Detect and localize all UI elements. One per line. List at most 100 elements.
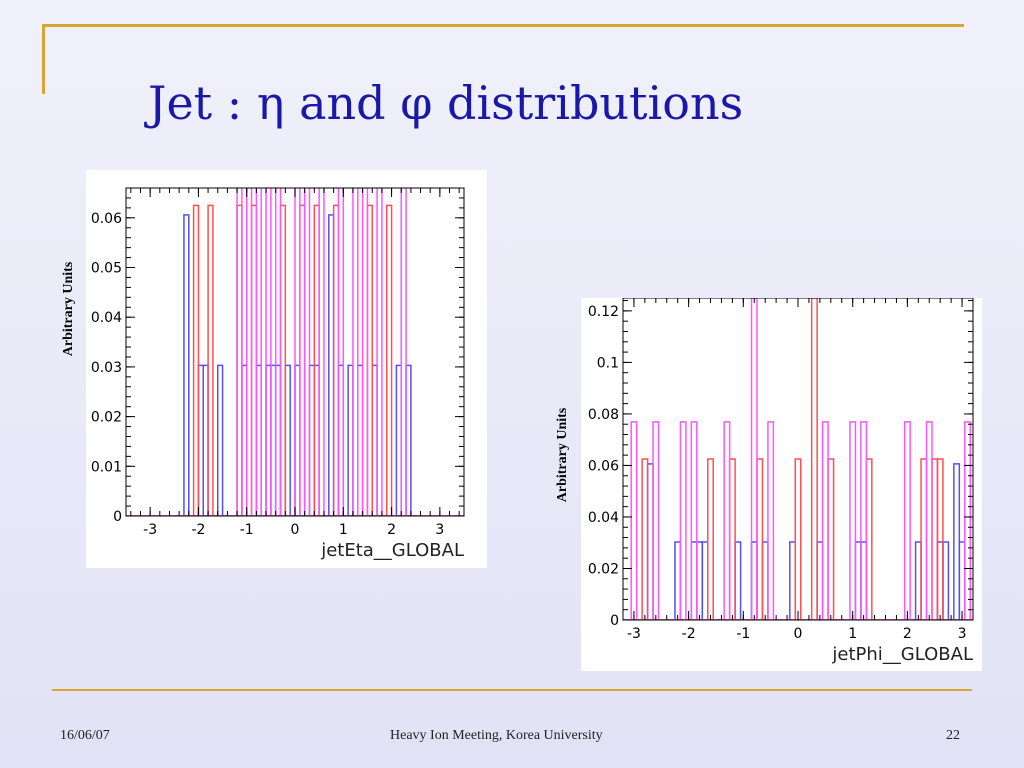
slide-title: Jet : η and φ distributions — [148, 76, 744, 130]
histogram-bin — [352, 188, 359, 516]
eta-histogram-panel: 0 0.01 0.02 0.03 0.04 0.05 0.06 -3 -2 -1 0 1 2 3 jetEt… — [86, 170, 487, 568]
histogram-bin — [827, 458, 835, 620]
histogram-bin — [750, 298, 758, 620]
histogram-bin — [958, 541, 966, 620]
histogram-bin — [707, 458, 714, 620]
histogram-bin — [903, 421, 911, 620]
histogram-bin — [376, 188, 383, 516]
x-tick-label: -3 — [143, 522, 157, 538]
histogram-bin — [630, 421, 638, 620]
histogram-bin — [860, 421, 868, 620]
page-number: 22 — [946, 728, 960, 743]
histogram-bin — [652, 421, 660, 620]
histogram-bin — [789, 541, 797, 620]
histogram-bin — [236, 188, 243, 516]
histogram-bin — [400, 188, 407, 516]
histogram-bin — [303, 188, 311, 516]
x-tick-label: 3 — [435, 522, 444, 538]
x-axis-label: jetEta__GLOBAL — [320, 540, 464, 561]
x-tick-label: -1 — [736, 626, 750, 642]
y-tick-label: 0.1 — [597, 355, 619, 371]
histogram-bin — [920, 458, 928, 620]
accent-top-line — [42, 24, 964, 27]
histogram-bin — [925, 421, 933, 620]
accent-bottom-line — [52, 689, 972, 691]
footer-date: 16/06/07 — [60, 728, 110, 743]
histogram-bin — [931, 458, 939, 620]
histogram-bin — [294, 188, 301, 516]
histogram-bin — [183, 214, 190, 516]
histogram-bin — [936, 541, 944, 620]
histogram-bin — [821, 421, 829, 620]
histogram-bin — [690, 541, 698, 620]
histogram-bin — [674, 541, 682, 620]
histogram-bin — [361, 188, 369, 516]
y-tick-label: 0.05 — [91, 261, 122, 277]
x-tick-label: -3 — [627, 626, 641, 642]
histogram-bin — [723, 421, 731, 620]
histogram-bin — [810, 298, 818, 620]
x-tick-label: -2 — [682, 626, 696, 642]
histogram-bin — [192, 204, 200, 516]
y-tick-label: 0 — [610, 613, 619, 629]
histogram-bin — [964, 421, 972, 620]
y-tick-label: 0.06 — [91, 211, 122, 227]
x-tick-label: 0 — [794, 626, 803, 642]
histogram-bin — [953, 463, 961, 620]
phi-histogram-panel: 0 0.02 0.04 0.06 0.08 0.1 0.12 -3 -2 -1 0 1 2 3 jetPhi… — [581, 298, 982, 671]
y-tick-label: 0.03 — [91, 360, 122, 376]
y-tick-label: 0.01 — [91, 459, 122, 475]
x-tick-label: 0 — [291, 522, 300, 538]
y-tick-label: 0.04 — [91, 310, 122, 326]
series-2 — [623, 298, 973, 620]
histogram-bin — [274, 188, 282, 516]
histogram-bin — [679, 421, 687, 620]
eta-histogram: 0 0.01 0.02 0.03 0.04 0.05 0.06 -3 -2 -1 0 1 2 3 jetEt… — [91, 187, 465, 561]
y-tick-label: 0 — [113, 509, 122, 525]
histogram-bin — [756, 458, 764, 620]
eta-y-axis-label: Arbitrary Units — [61, 261, 76, 357]
phi-histogram: 0 0.02 0.04 0.06 0.08 0.1 0.12 -3 -2 -1 0 1 2 3 jetPhi… — [588, 298, 974, 665]
histogram-bin — [942, 541, 950, 620]
histogram-bin — [216, 364, 224, 516]
histogram-bin — [761, 541, 769, 620]
histogram-bin — [641, 458, 649, 620]
x-axis-label: jetPhi__GLOBAL — [831, 644, 973, 665]
histogram-bin — [207, 204, 214, 516]
y-tick-label: 0.02 — [588, 561, 619, 577]
histogram-bin — [728, 458, 736, 620]
histogram-bin — [734, 541, 742, 620]
x-tick-label: 2 — [903, 626, 912, 642]
y-tick-label: 0.02 — [91, 410, 122, 426]
y-tick-label: 0.12 — [588, 304, 619, 320]
histogram-bin — [860, 541, 868, 620]
x-tick-label: 1 — [339, 522, 348, 538]
footer-center-text: Heavy Ion Meeting, Korea University — [390, 728, 603, 743]
histogram-bin — [245, 188, 253, 516]
x-tick-label: 1 — [848, 626, 857, 642]
x-tick-label: 2 — [387, 522, 396, 538]
histogram-bin — [849, 421, 857, 620]
x-tick-label: 3 — [958, 626, 967, 642]
histogram-bin — [385, 204, 393, 516]
histogram-bin — [646, 463, 654, 620]
x-tick-label: -2 — [191, 522, 205, 538]
y-tick-label: 0.06 — [588, 458, 619, 474]
y-tick-label: 0.04 — [588, 510, 619, 526]
histogram-bin — [265, 188, 272, 516]
histogram-bin — [936, 458, 944, 620]
histogram-bin — [794, 458, 802, 620]
histogram-bin — [914, 541, 922, 620]
histogram-bin — [318, 188, 325, 516]
histogram-bin — [255, 188, 262, 516]
histogram-bin — [701, 541, 709, 620]
phi-y-axis-label: Arbitrary Units — [555, 407, 570, 503]
histogram-bin — [690, 421, 698, 620]
histogram-bin — [767, 421, 775, 620]
histogram-bin — [696, 541, 704, 620]
histogram-bin — [816, 541, 824, 620]
histogram-bin — [865, 458, 873, 620]
histogram-bin — [854, 541, 862, 620]
histogram-bin — [337, 188, 345, 516]
y-tick-label: 0.08 — [588, 407, 619, 423]
